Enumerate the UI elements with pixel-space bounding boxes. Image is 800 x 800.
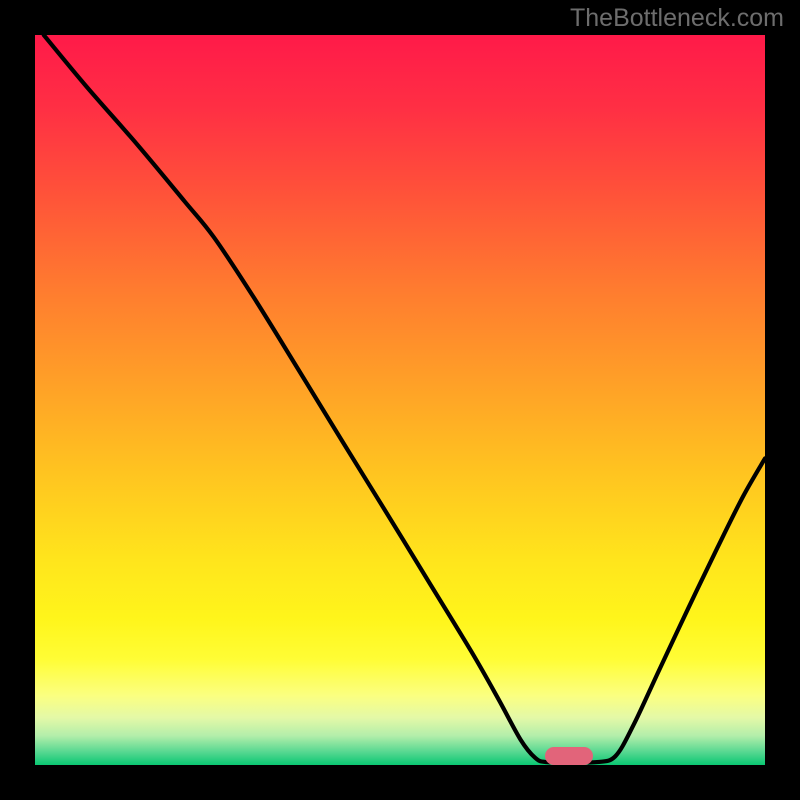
attribution-text: TheBottleneck.com [570,4,784,33]
chart-frame: TheBottleneck.com [0,0,800,800]
plot-area [35,35,765,765]
bottleneck-curve [35,35,765,765]
optimum-marker [545,747,593,765]
